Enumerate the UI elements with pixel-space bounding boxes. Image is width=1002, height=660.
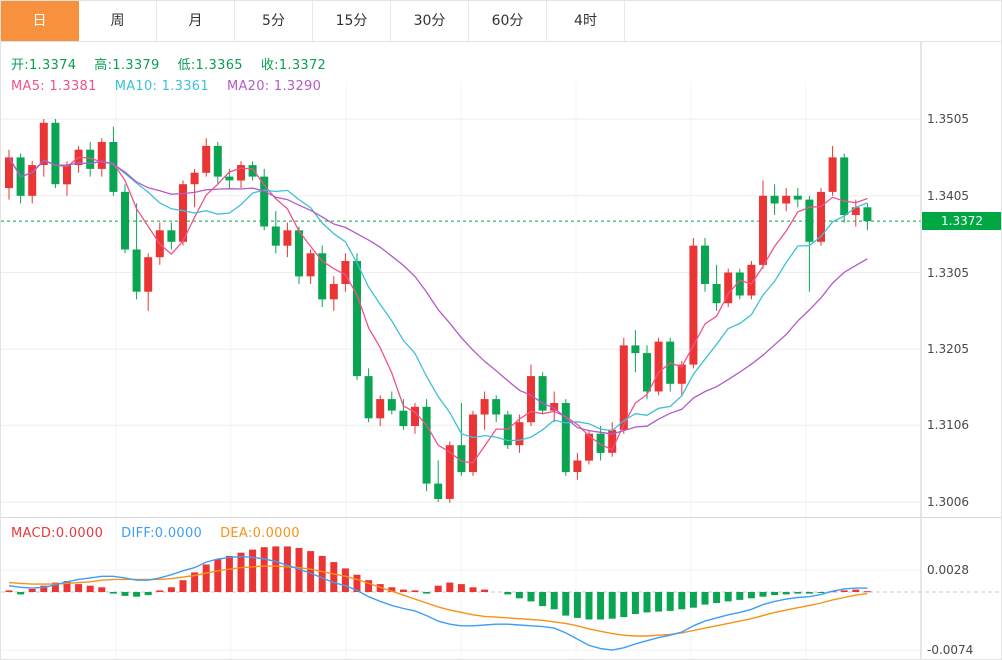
candlestick-chart[interactable] [1, 42, 1002, 517]
timeframe-toolbar: 日周月 5分 15分 30分 60分 4时 [1, 1, 1001, 42]
macd-item: DIFF:0.0000 [121, 526, 203, 541]
tab-4时[interactable]: 4时 [547, 1, 625, 41]
macd-item: MACD:0.0000 [11, 526, 104, 541]
macd-chart[interactable] [1, 518, 1002, 660]
price-axis-label: 1.3006 [927, 495, 969, 509]
price-axis-label: 1.3505 [927, 112, 969, 126]
main-chart-area: 开:1.3374 高:1.3379 低:1.3365 收:1.3372 MA5: 1.… [1, 42, 1002, 517]
tab-5分[interactable]: 5分 [235, 1, 313, 41]
macd-panel: MACD:0.0000 DIFF:0.0000 DEA:0.0000 0.0028 -… [1, 517, 1002, 660]
ma-info: MA5: 1.3381 MA10: 1.3361 MA20: 1.3290 [11, 79, 321, 94]
macd-axis-label: 0.0028 [927, 563, 969, 577]
ohlc-item: 开:1.3374 [11, 58, 77, 73]
price-axis-label: 1.3205 [927, 342, 969, 356]
tab-日[interactable]: 日 [1, 1, 79, 41]
ohlc-item: 收:1.3372 [260, 58, 327, 73]
tab-月[interactable]: 月 [157, 1, 235, 41]
tab-60分[interactable]: 60分 [469, 1, 547, 41]
ma-item: MA20: 1.3290 [226, 79, 322, 94]
price-axis-label: 1.3305 [927, 266, 969, 280]
current-price-badge: 1.3372 [922, 212, 1001, 230]
ma-item: MA5: 1.3381 [11, 79, 97, 94]
macd-axis-label: -0.0074 [927, 643, 974, 657]
ohlc-item: 低:1.3365 [177, 58, 243, 73]
macd-item: DEA:0.0000 [220, 526, 300, 541]
price-axis-label: 1.3106 [927, 418, 969, 432]
ma-item: MA10: 1.3361 [114, 79, 209, 94]
tab-15分[interactable]: 15分 [313, 1, 391, 41]
tab-30分[interactable]: 30分 [391, 1, 469, 41]
price-axis-label: 1.3405 [927, 189, 969, 203]
tab-周[interactable]: 周 [79, 1, 157, 41]
ohlc-info: 开:1.3374 高:1.3379 低:1.3365 收:1.3372 [11, 54, 326, 73]
ohlc-item: 高:1.3379 [94, 58, 160, 73]
macd-info: MACD:0.0000 DIFF:0.0000 DEA:0.0000 [11, 526, 300, 541]
